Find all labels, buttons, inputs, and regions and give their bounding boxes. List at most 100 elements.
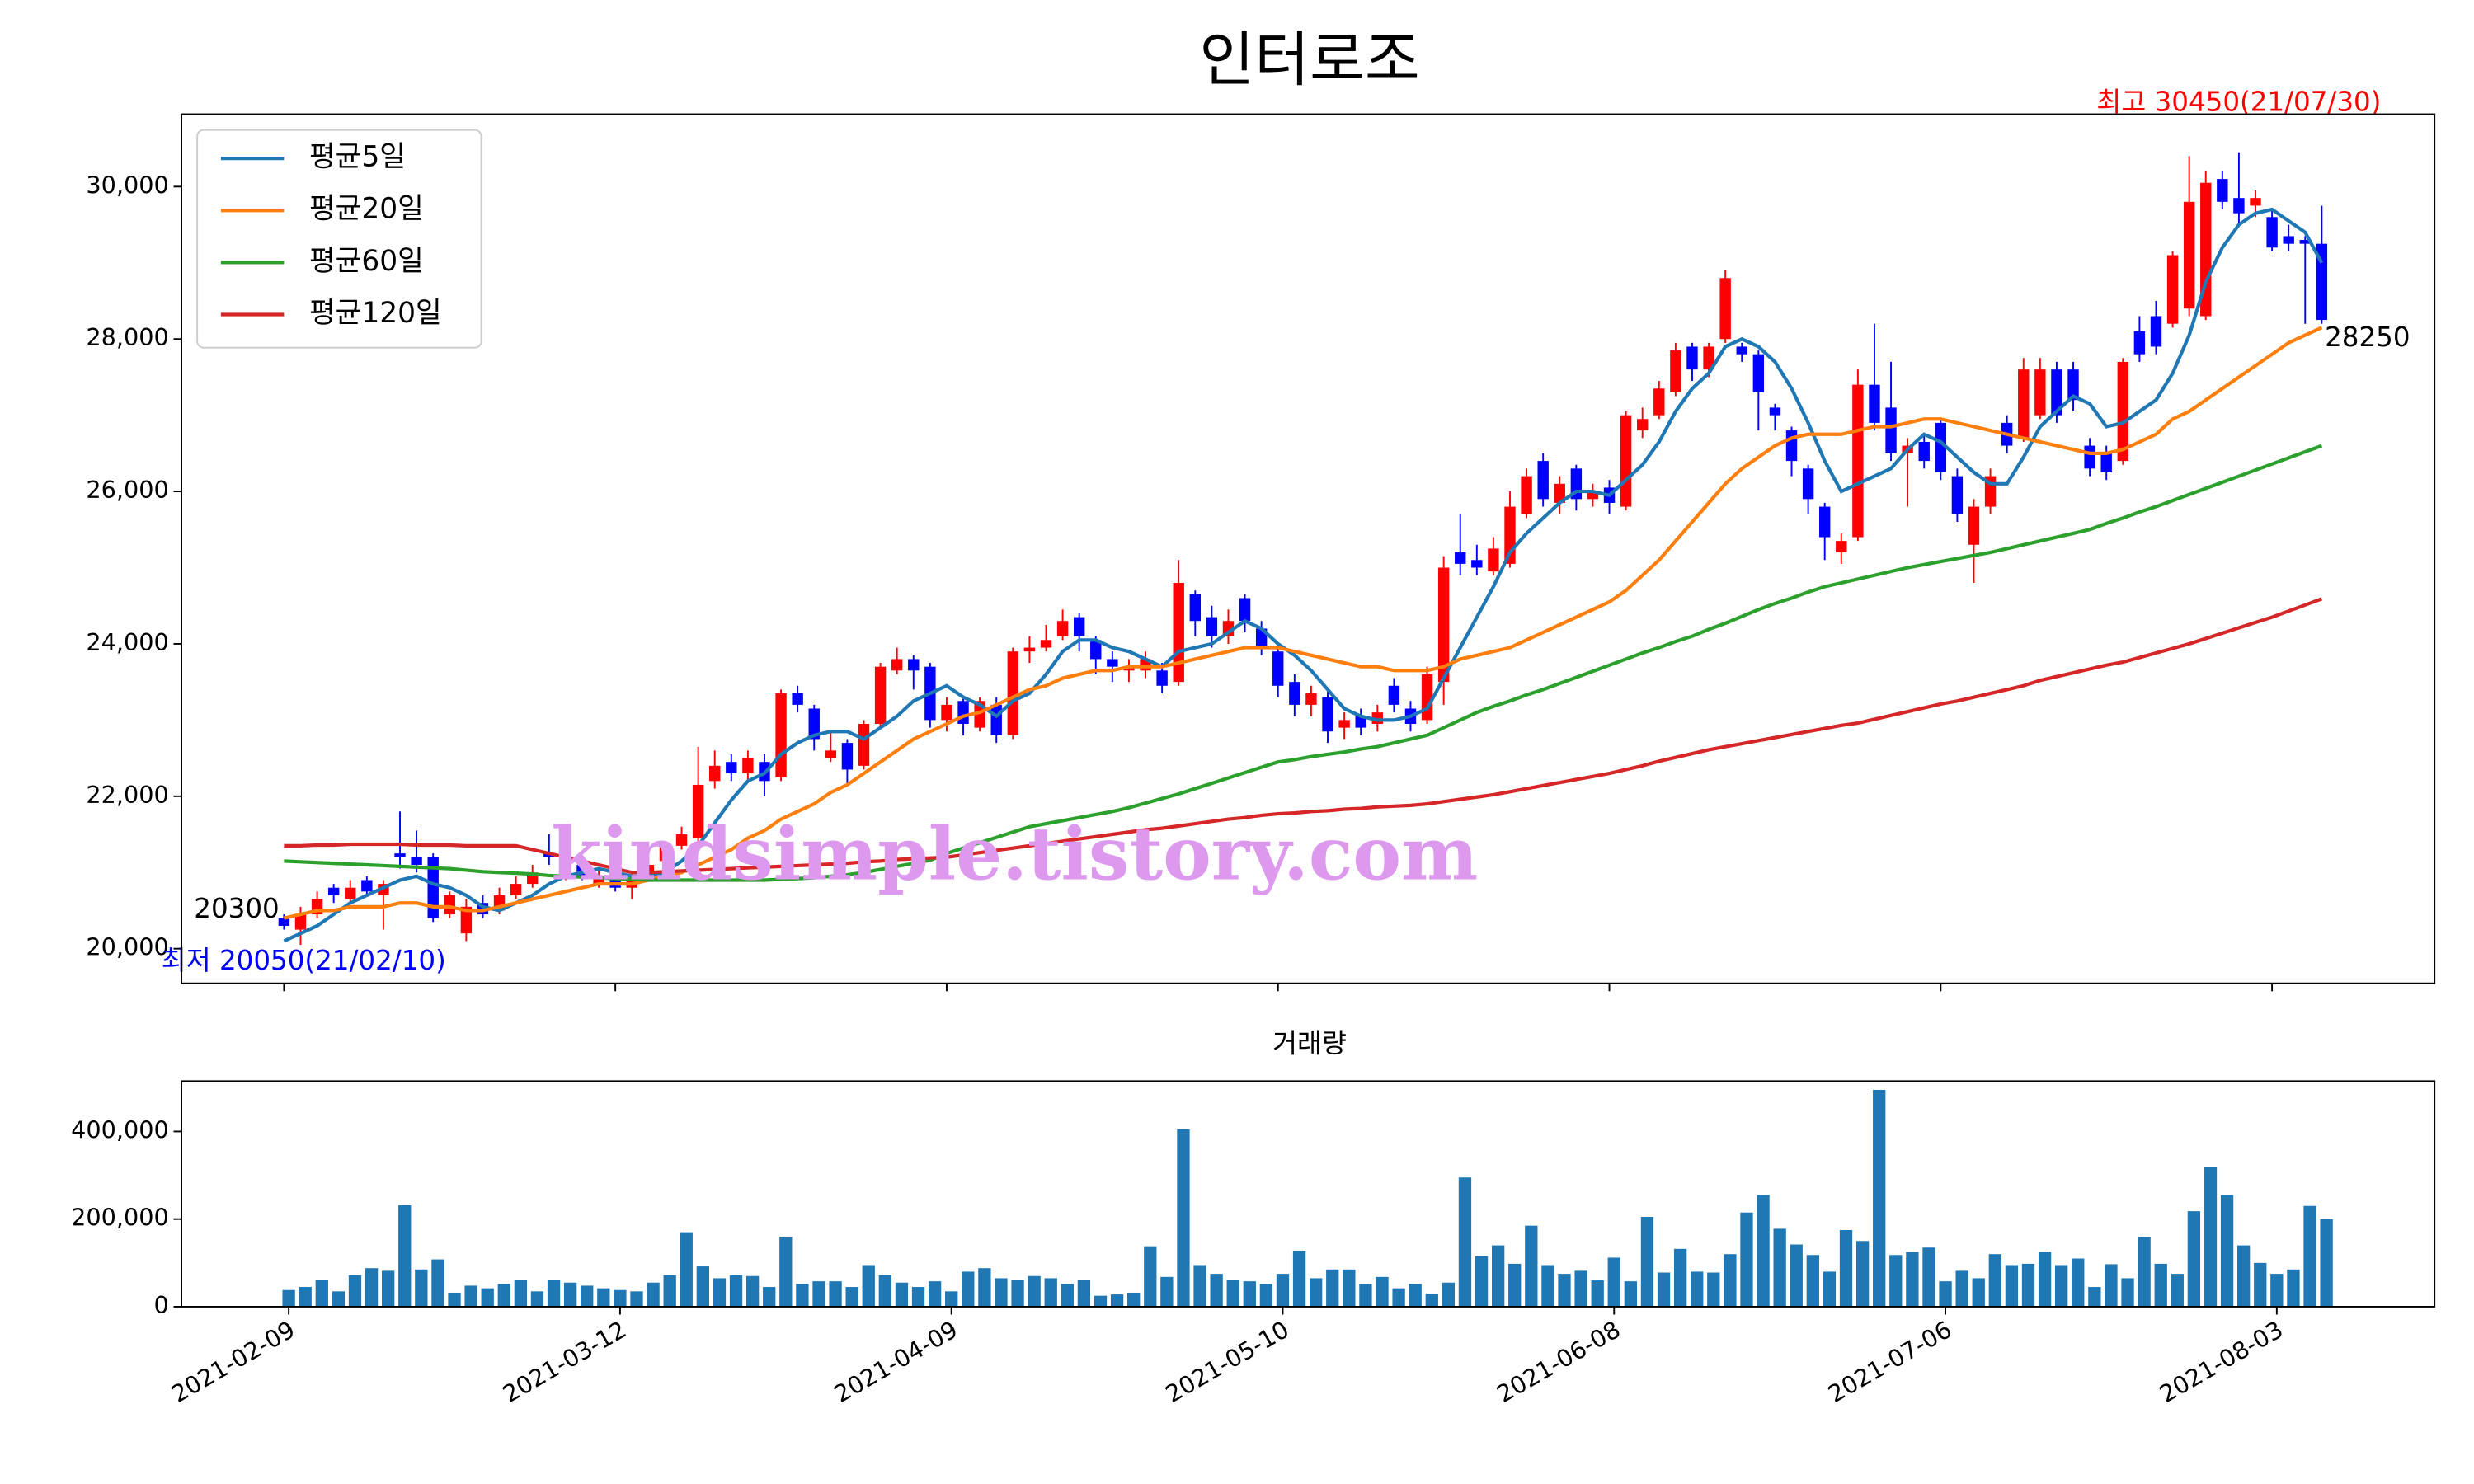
candle-body: [278, 918, 290, 926]
candle-body: [1090, 640, 1102, 660]
candle-body: [2084, 445, 2095, 469]
volume-bar: [2237, 1245, 2251, 1307]
candle-body: [941, 704, 952, 721]
volume-bar: [547, 1280, 561, 1307]
candle-body: [2051, 369, 2062, 416]
chart-title: 인터로조: [1199, 26, 1420, 95]
volume-bar: [1988, 1254, 2001, 1307]
watermark: kindsimple.tistory.com: [551, 810, 1478, 896]
candle-body: [775, 693, 787, 777]
volume-bar: [1724, 1254, 1737, 1307]
volume-bar: [2005, 1265, 2019, 1307]
volume-bar: [2287, 1269, 2300, 1307]
legend-box: [196, 129, 482, 349]
volume-bar: [365, 1268, 379, 1307]
candle-body: [394, 853, 406, 857]
candle-body: [1521, 476, 1532, 514]
first-annotation: 20300: [194, 893, 279, 924]
volume-bar: [530, 1291, 544, 1307]
y-tick-label: 24,000: [86, 628, 168, 656]
candle-body: [675, 834, 688, 846]
volume-bar: [514, 1280, 528, 1307]
volume-bar: [2138, 1237, 2151, 1307]
volume-bar: [315, 1280, 328, 1307]
ma-line: [283, 326, 2323, 920]
volume-bar: [911, 1287, 925, 1307]
candle-body: [294, 914, 307, 930]
candle-body: [1587, 491, 1599, 500]
candle-body: [1686, 346, 1698, 370]
candle-body: [593, 876, 604, 885]
volume-bar: [2072, 1258, 2085, 1307]
ma-line: [284, 597, 2323, 875]
y-tick-label: 20,000: [86, 933, 168, 961]
candle-body: [1637, 419, 1649, 431]
candle-body: [1785, 430, 1798, 462]
volume-bar: [1657, 1272, 1671, 1307]
volume-bar: [1558, 1274, 1571, 1307]
candle-body: [1719, 278, 1731, 340]
volume-bar: [978, 1268, 991, 1307]
volume-bar: [614, 1289, 627, 1307]
candle-body: [1471, 560, 1483, 568]
volume-bar: [1144, 1246, 1157, 1307]
volume-bar: [2187, 1211, 2201, 1307]
volume-title: 거래량: [1272, 1027, 1347, 1059]
volume-bar: [1226, 1280, 1239, 1307]
candle-body: [1388, 685, 1400, 705]
volume-bar: [2270, 1274, 2284, 1307]
volume-bar: [2038, 1252, 2052, 1307]
candle-body: [510, 884, 522, 895]
volume-bar: [1691, 1271, 1704, 1307]
candle-body: [908, 659, 920, 671]
volume-bar: [2171, 1274, 2184, 1307]
volume-bar: [1458, 1177, 1472, 1307]
candle-body: [742, 758, 754, 774]
candle-body: [2250, 198, 2261, 206]
volume-bar: [1359, 1284, 1372, 1307]
candle-body: [1206, 617, 1218, 636]
volume-bar: [1177, 1129, 1190, 1307]
candle-body: [726, 762, 737, 774]
y-tick-label: 200,000: [71, 1204, 169, 1232]
volume-bar: [1906, 1252, 1919, 1307]
legend-label: 평균60일: [309, 245, 424, 278]
candle-body: [1818, 506, 1831, 538]
candle-body: [1239, 598, 1251, 622]
volume-bar: [1806, 1255, 1819, 1307]
candle-body: [2266, 217, 2278, 248]
volume-bar: [1475, 1256, 1489, 1307]
candle-body: [2117, 361, 2128, 462]
volume-bar: [1955, 1270, 1968, 1307]
ma-line: [284, 444, 2323, 882]
candle-body: [1852, 384, 1864, 538]
volume-bar: [1011, 1280, 1024, 1307]
volume-bar: [464, 1285, 477, 1307]
candle-body: [361, 880, 373, 892]
volume-bar: [398, 1205, 412, 1307]
volume-bar: [348, 1275, 362, 1307]
candle-body: [1488, 548, 1499, 572]
candle-body: [427, 857, 439, 918]
volume-bar: [1591, 1280, 1604, 1307]
volume-bar: [282, 1289, 295, 1307]
candle-body: [560, 864, 571, 873]
volume-bar: [2021, 1263, 2035, 1307]
candle-body: [1918, 441, 1930, 462]
candle-body: [2067, 369, 2079, 401]
volume-bar: [1541, 1265, 1554, 1307]
volume-bar: [1077, 1280, 1091, 1307]
candle-body: [1007, 651, 1019, 735]
candle-body: [1703, 346, 1714, 370]
volume-bar: [729, 1275, 743, 1307]
candle-body: [345, 887, 356, 899]
candle-body: [1836, 541, 1847, 553]
candle-body: [1736, 346, 1747, 355]
candle-body: [1355, 716, 1366, 728]
volume-bar: [1873, 1089, 1886, 1307]
volume-bar: [299, 1287, 312, 1307]
volume-bar: [382, 1270, 395, 1307]
candle-body: [1123, 666, 1135, 671]
candle-body: [1537, 461, 1549, 500]
